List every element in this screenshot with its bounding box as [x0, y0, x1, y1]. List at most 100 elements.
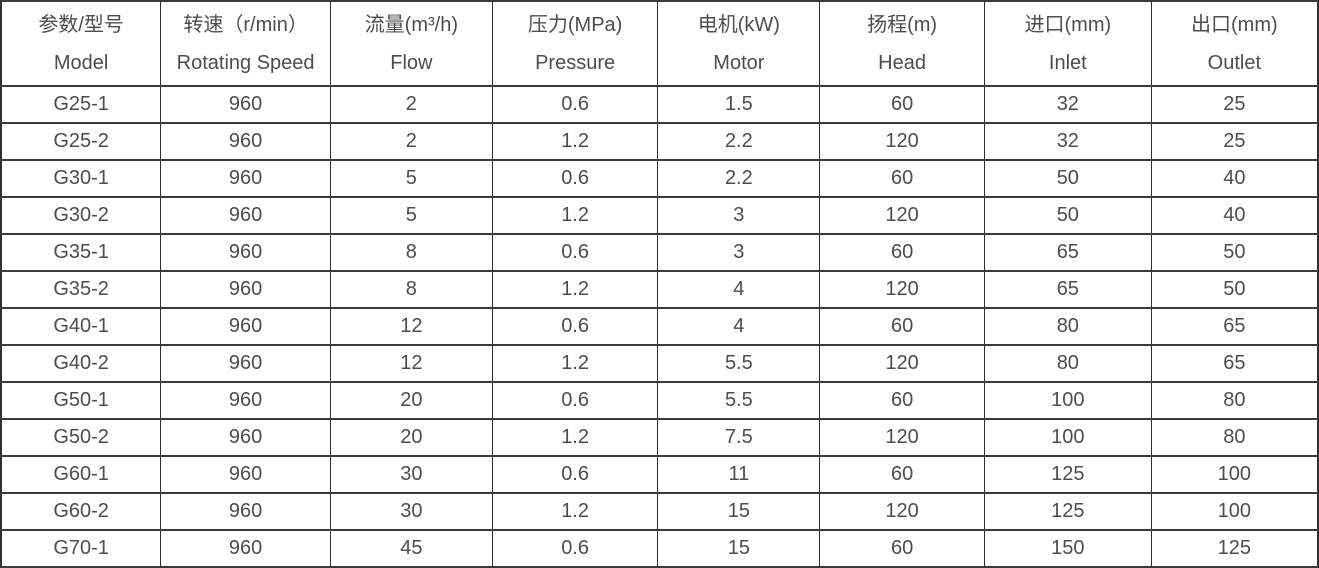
value-cell: 125	[1150, 529, 1319, 568]
value-cell: 7.5	[657, 418, 821, 457]
value-cell: 0.6	[491, 159, 659, 198]
column-header-en: Inlet	[1048, 51, 1087, 74]
table-row: G25-1 960 2 0.6 1.5 60 32 25	[0, 85, 1319, 124]
value-cell: 80	[1150, 418, 1319, 457]
model-cell: G25-2	[0, 122, 162, 161]
value-cell: 960	[160, 381, 331, 420]
column-header-zh: 电机(kW)	[697, 13, 780, 36]
value-cell: 65	[1150, 307, 1319, 346]
value-cell: 120	[819, 492, 985, 531]
value-cell: 2.2	[657, 122, 821, 161]
value-cell: 120	[819, 418, 985, 457]
value-cell: 120	[819, 122, 985, 161]
model-cell: G50-2	[0, 418, 162, 457]
table-row: G70-1 960 45 0.6 15 60 150 125	[0, 529, 1319, 568]
value-cell: 0.6	[491, 233, 659, 272]
column-header-zh: 流量(m³/h)	[364, 13, 459, 36]
value-cell: 30	[329, 455, 493, 494]
value-cell: 1.5	[657, 85, 821, 124]
value-cell: 4	[657, 307, 821, 346]
column-header-zh: 扬程(m)	[867, 13, 938, 36]
value-cell: 50	[1150, 233, 1319, 272]
value-cell: 15	[657, 529, 821, 568]
value-cell: 60	[819, 159, 985, 198]
model-cell: G60-2	[0, 492, 162, 531]
column-header-en: Head	[878, 51, 926, 74]
value-cell: 150	[983, 529, 1152, 568]
value-cell: 960	[160, 529, 331, 568]
table-row: G40-2 960 12 1.2 5.5 120 80 65	[0, 344, 1319, 383]
column-header: 压力(MPa) Pressure	[491, 0, 659, 87]
value-cell: 60	[819, 529, 985, 568]
table-row: G25-2 960 2 1.2 2.2 120 32 25	[0, 122, 1319, 161]
value-cell: 2	[329, 122, 493, 161]
model-cell: G30-2	[0, 196, 162, 235]
value-cell: 25	[1150, 122, 1319, 161]
value-cell: 125	[983, 455, 1152, 494]
value-cell: 60	[819, 85, 985, 124]
value-cell: 0.6	[491, 455, 659, 494]
table-header: 参数/型号 Model 转速（r/min） Rotating Speed 流量(m³/h…	[0, 0, 1319, 87]
value-cell: 11	[657, 455, 821, 494]
value-cell: 1.2	[491, 492, 659, 531]
table-row: G35-1 960 8 0.6 3 60 65 50	[0, 233, 1319, 272]
value-cell: 20	[329, 381, 493, 420]
model-cell: G40-1	[0, 307, 162, 346]
column-header-en: Motor	[713, 51, 765, 74]
table-row: G60-1 960 30 0.6 11 60 125 100	[0, 455, 1319, 494]
value-cell: 1.2	[491, 418, 659, 457]
value-cell: 8	[329, 270, 493, 309]
value-cell: 5.5	[657, 344, 821, 383]
value-cell: 960	[160, 270, 331, 309]
value-cell: 125	[983, 492, 1152, 531]
column-header-zh: 进口(mm)	[1024, 13, 1112, 36]
column-header-en: Rotating Speed	[176, 51, 315, 74]
value-cell: 0.6	[491, 381, 659, 420]
column-header-zh: 转速（r/min）	[183, 13, 308, 36]
value-cell: 3	[657, 196, 821, 235]
value-cell: 1.2	[491, 344, 659, 383]
model-cell: G70-1	[0, 529, 162, 568]
value-cell: 25	[1150, 85, 1319, 124]
value-cell: 960	[160, 196, 331, 235]
column-header: 流量(m³/h) Flow	[329, 0, 493, 87]
value-cell: 60	[819, 233, 985, 272]
value-cell: 100	[983, 381, 1152, 420]
value-cell: 120	[819, 270, 985, 309]
column-header: 出口(mm) Outlet	[1150, 0, 1319, 87]
model-cell: G50-1	[0, 381, 162, 420]
column-header-zh: 压力(MPa)	[527, 13, 623, 36]
column-header-zh: 参数/型号	[38, 13, 124, 36]
value-cell: 60	[819, 307, 985, 346]
value-cell: 80	[983, 307, 1152, 346]
value-cell: 0.6	[491, 307, 659, 346]
value-cell: 50	[983, 159, 1152, 198]
value-cell: 1.2	[491, 122, 659, 161]
value-cell: 5	[329, 196, 493, 235]
value-cell: 100	[1150, 492, 1319, 531]
value-cell: 45	[329, 529, 493, 568]
model-cell: G60-1	[0, 455, 162, 494]
value-cell: 120	[819, 344, 985, 383]
column-header: 参数/型号 Model	[0, 0, 162, 87]
value-cell: 960	[160, 85, 331, 124]
column-header: 扬程(m) Head	[819, 0, 985, 87]
table-row: G50-2 960 20 1.2 7.5 120 100 80	[0, 418, 1319, 457]
value-cell: 0.6	[491, 529, 659, 568]
column-header-en: Pressure	[535, 51, 616, 74]
model-cell: G40-2	[0, 344, 162, 383]
value-cell: 80	[983, 344, 1152, 383]
value-cell: 12	[329, 344, 493, 383]
value-cell: 32	[983, 85, 1152, 124]
column-header-en: Flow	[390, 51, 433, 74]
value-cell: 50	[983, 196, 1152, 235]
table-body: G25-1 960 2 0.6 1.5 60 32 25 G25-2 960 2 1.2 2.2 120 3…	[0, 85, 1319, 568]
value-cell: 960	[160, 492, 331, 531]
value-cell: 960	[160, 344, 331, 383]
value-cell: 60	[819, 381, 985, 420]
value-cell: 40	[1150, 196, 1319, 235]
column-header-zh: 出口(mm)	[1191, 13, 1278, 36]
value-cell: 4	[657, 270, 821, 309]
